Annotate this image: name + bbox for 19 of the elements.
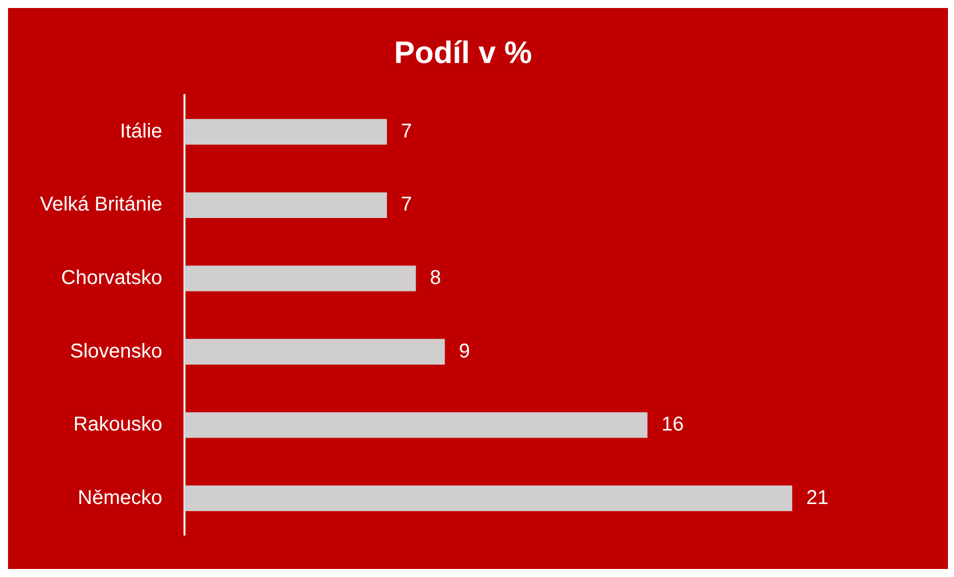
y-tick-label: Velká Británie — [40, 194, 162, 216]
data-label: 21 — [806, 486, 828, 509]
data-label: 16 — [661, 414, 684, 436]
y-tick-label: Německo — [78, 486, 162, 509]
data-label: 7 — [400, 194, 412, 216]
bar — [184, 266, 416, 292]
bar — [184, 119, 387, 145]
data-label: 7 — [400, 120, 412, 142]
bar — [184, 412, 648, 438]
bar — [184, 192, 387, 218]
y-tick-label: Rakousko — [73, 414, 162, 436]
y-tick-label: Chorvatsko — [61, 266, 162, 289]
bar — [184, 338, 445, 365]
data-label: 9 — [458, 340, 470, 362]
y-tick-label: Slovensko — [70, 340, 162, 362]
chart-title: Podíl v % — [394, 35, 532, 70]
data-label: 8 — [430, 266, 442, 289]
bar — [184, 486, 792, 512]
y-tick-label: Itálie — [120, 120, 162, 142]
